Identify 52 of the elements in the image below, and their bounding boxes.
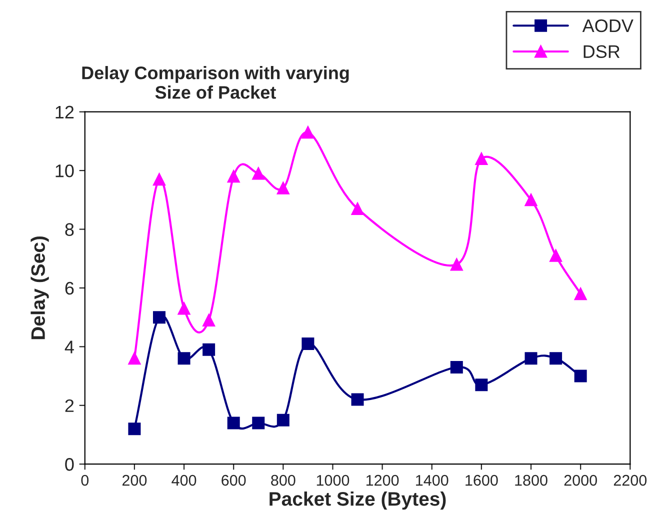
point [302,337,314,350]
point [574,288,587,300]
point [227,170,240,183]
x-tick-label: 600 [222,474,246,486]
point [351,393,364,406]
legend-label: AODV [582,19,634,32]
x-tick-label: 2200 [614,474,647,486]
point [128,352,141,365]
y-tick-label: 6 [65,282,74,295]
point [450,360,463,374]
point [475,378,488,392]
x-tick-label: 1000 [316,474,350,486]
point [178,302,190,315]
point [475,152,488,166]
point [550,249,562,262]
y-tick-label: 10 [56,164,74,178]
point [128,422,141,436]
point [276,414,290,426]
x-tick-label: 1600 [466,474,498,486]
y-axis-title: Delay (Sec) [30,236,49,340]
x-tick-label: 1800 [515,474,548,486]
point [524,352,538,365]
point [152,311,166,324]
x-tick-label: 1200 [366,474,399,486]
point [227,416,240,430]
chart-title: Delay Comparison with varying Size of Packet [82,66,349,99]
x-tick-label: 800 [271,474,296,486]
point [152,173,166,186]
point [178,352,190,365]
y-tick-label: 0 [65,458,74,471]
point [450,258,463,271]
point [574,370,587,382]
point [276,182,290,194]
y-tick-label: 12 [56,106,74,118]
point [351,202,364,215]
x-tick-label: 200 [122,474,147,486]
point [202,343,216,356]
point [302,126,314,139]
point [524,194,538,206]
point [202,314,216,327]
point [252,167,265,180]
x-axis-title: Packet Size (Bytes) [270,492,446,510]
point [550,352,562,365]
y-tick-label: 4 [64,340,74,354]
y-tick-label: 8 [65,223,74,236]
y-tick-label: 2 [65,399,74,412]
x-tick-label: 0 [81,474,89,486]
x-tick-label: 400 [172,474,196,486]
point [252,416,265,430]
legend-label: DSR [584,45,620,58]
x-tick-label: 1400 [416,474,448,486]
x-tick-label: 2000 [564,474,597,486]
